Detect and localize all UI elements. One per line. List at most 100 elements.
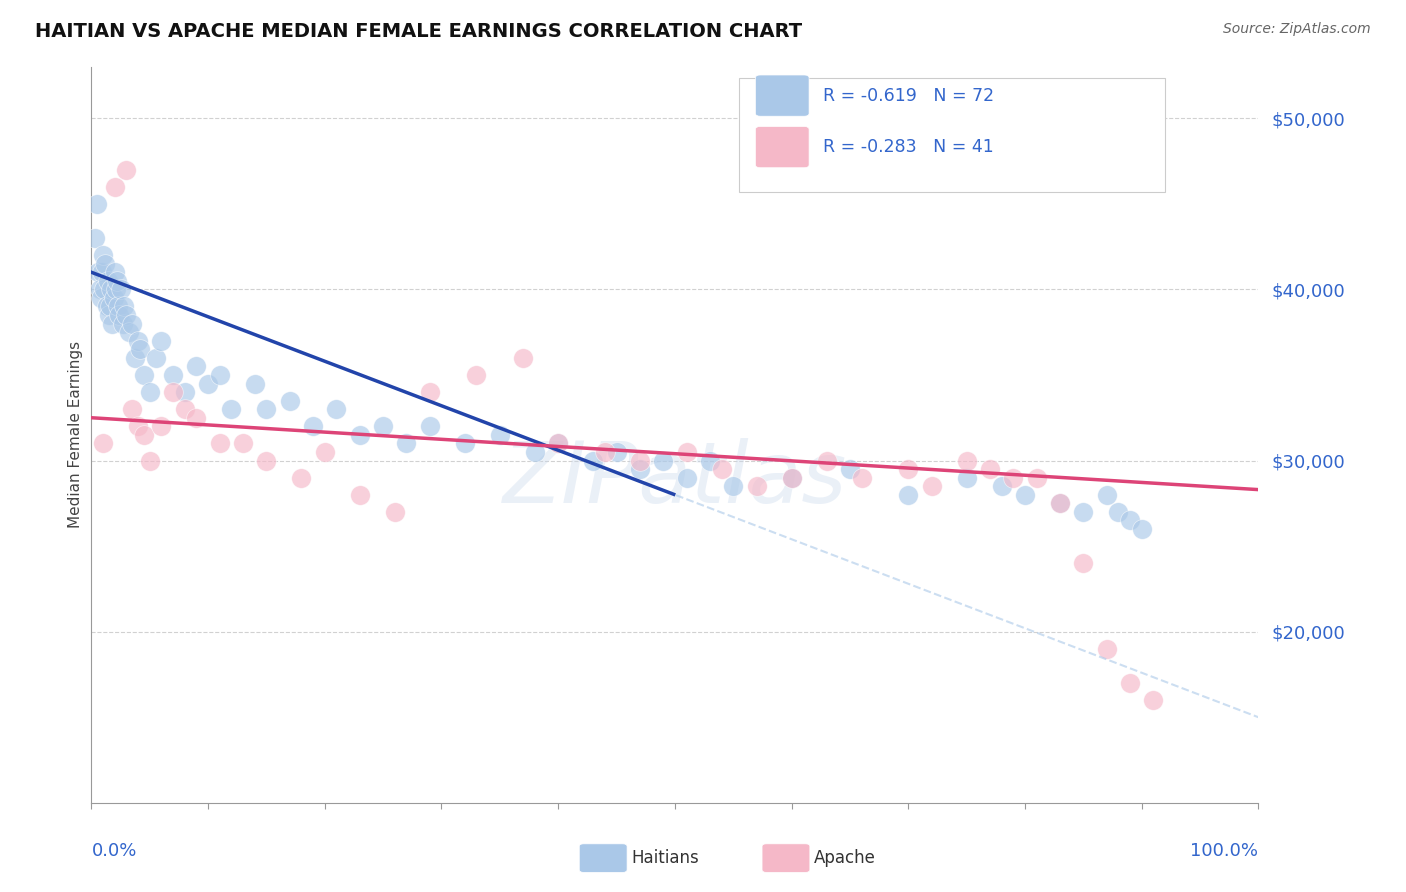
Point	[93, 282, 115, 296]
Text: R = -0.283   N = 41: R = -0.283 N = 41	[823, 138, 994, 156]
Point	[197, 376, 219, 391]
Point	[582, 453, 605, 467]
Point	[86, 196, 108, 211]
FancyBboxPatch shape	[740, 78, 1166, 192]
Point	[710, 462, 733, 476]
Point	[127, 334, 149, 348]
Point	[780, 470, 803, 484]
Point	[897, 462, 920, 476]
Point	[104, 282, 127, 296]
Point	[921, 479, 943, 493]
Point	[162, 385, 184, 400]
Point	[112, 300, 135, 314]
Point	[628, 462, 651, 476]
Point	[290, 470, 312, 484]
Point	[107, 300, 129, 314]
Text: HAITIAN VS APACHE MEDIAN FEMALE EARNINGS CORRELATION CHART: HAITIAN VS APACHE MEDIAN FEMALE EARNINGS…	[35, 22, 803, 41]
Point	[256, 402, 278, 417]
Point	[1073, 556, 1095, 570]
Point	[138, 453, 162, 467]
Point	[1073, 505, 1095, 519]
Point	[221, 402, 243, 417]
Text: 0.0%: 0.0%	[91, 842, 136, 860]
Point	[523, 445, 546, 459]
Point	[173, 385, 195, 400]
Y-axis label: Median Female Earnings: Median Female Earnings	[67, 342, 83, 528]
Point	[105, 274, 128, 288]
Point	[87, 265, 110, 279]
Point	[1002, 470, 1025, 484]
Point	[83, 231, 105, 245]
Point	[1014, 488, 1036, 502]
Point	[91, 248, 114, 262]
Point	[1095, 488, 1118, 502]
Point	[124, 351, 146, 365]
Point	[100, 282, 122, 296]
Text: Source: ZipAtlas.com: Source: ZipAtlas.com	[1223, 22, 1371, 37]
Point	[89, 282, 111, 296]
Point	[349, 488, 371, 502]
Point	[699, 453, 721, 467]
Point	[232, 436, 254, 450]
Point	[815, 453, 838, 467]
Point	[838, 462, 860, 476]
Point	[138, 385, 162, 400]
Point	[419, 385, 441, 400]
Text: ZIPatlas: ZIPatlas	[503, 437, 846, 521]
Point	[990, 479, 1012, 493]
Point	[115, 162, 138, 177]
Point	[1095, 641, 1118, 656]
Point	[1049, 496, 1071, 510]
FancyBboxPatch shape	[755, 127, 808, 168]
Point	[132, 428, 155, 442]
Point	[897, 488, 920, 502]
Point	[1049, 496, 1071, 510]
Text: Apache: Apache	[814, 849, 876, 867]
Point	[675, 470, 697, 484]
Point	[454, 436, 477, 450]
Point	[395, 436, 418, 450]
Point	[851, 470, 873, 484]
Point	[979, 462, 1001, 476]
Point	[314, 445, 336, 459]
Point	[1119, 513, 1142, 527]
Point	[325, 402, 347, 417]
Point	[91, 436, 114, 450]
Point	[465, 368, 488, 382]
Point	[208, 368, 231, 382]
Point	[186, 410, 208, 425]
Point	[103, 291, 125, 305]
Point	[956, 453, 979, 467]
Point	[101, 317, 124, 331]
Point	[675, 445, 697, 459]
Point	[723, 479, 745, 493]
Point	[108, 308, 131, 322]
Point	[605, 445, 627, 459]
Point	[256, 453, 278, 467]
Point	[98, 300, 121, 314]
Point	[111, 317, 134, 331]
Point	[97, 274, 120, 288]
Point	[96, 300, 118, 314]
Point	[547, 436, 569, 450]
Point	[104, 179, 127, 194]
Point	[145, 351, 167, 365]
Point	[132, 368, 155, 382]
FancyBboxPatch shape	[755, 75, 808, 116]
Text: R = -0.619   N = 72: R = -0.619 N = 72	[823, 87, 994, 104]
Point	[489, 428, 512, 442]
Point	[115, 308, 138, 322]
Point	[173, 402, 195, 417]
Point	[118, 325, 141, 339]
Point	[1130, 522, 1153, 536]
Text: 100.0%: 100.0%	[1191, 842, 1258, 860]
Point	[419, 419, 441, 434]
Point	[104, 265, 127, 279]
Point	[652, 453, 675, 467]
Point	[162, 368, 184, 382]
Text: Haitians: Haitians	[631, 849, 699, 867]
Point	[780, 470, 803, 484]
Point	[94, 257, 117, 271]
Point	[1142, 693, 1164, 707]
Point	[1107, 505, 1129, 519]
